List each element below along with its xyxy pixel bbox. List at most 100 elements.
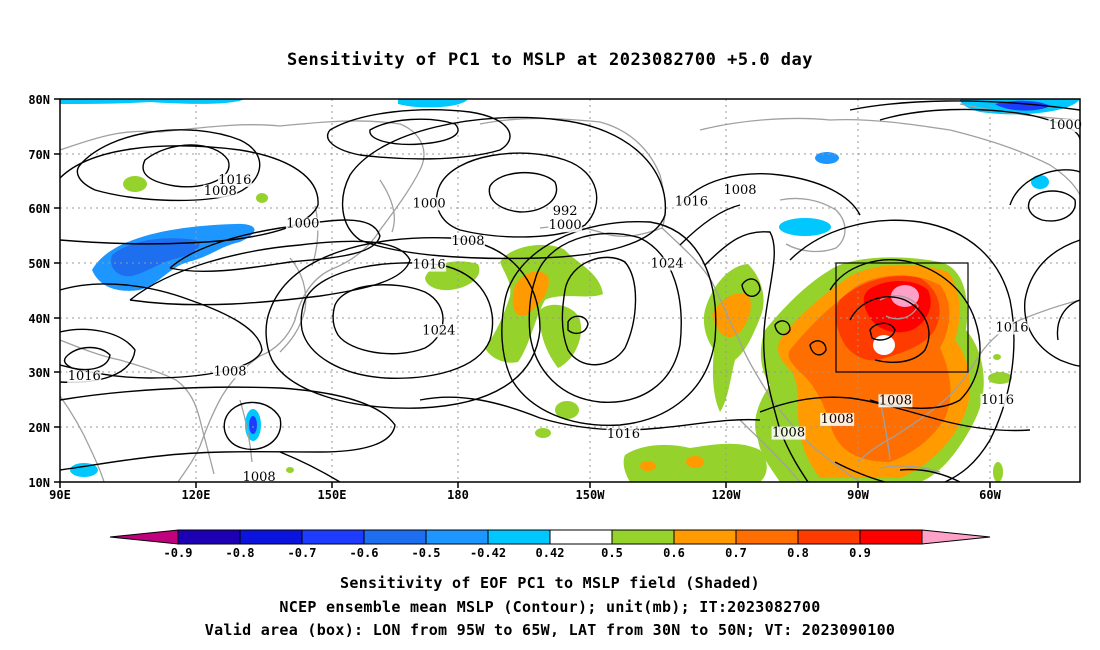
colorbar-box	[549, 529, 613, 545]
colorbar-box	[797, 529, 861, 545]
contour-label: 1000	[1049, 118, 1082, 133]
contour-label: 1016	[413, 258, 446, 273]
footer-contour-description: NCEP ensemble mean MSLP (Contour); unit(…	[279, 598, 821, 616]
contour-arctic-1008	[849, 100, 1080, 111]
shade-green-pacific-c	[485, 244, 603, 363]
contour-westcoast-1016	[679, 204, 741, 246]
contour-label: 1008	[772, 426, 805, 441]
contour-tropics-west	[279, 451, 341, 482]
contour-label: 1000	[286, 217, 319, 232]
contour-label-bg	[606, 428, 641, 442]
contour-namerica-1008	[759, 396, 1031, 432]
lat-label-40n: 40N	[28, 312, 50, 326]
colorbar-tick-label: 0.6	[663, 546, 685, 560]
contour-siberia-1016	[60, 145, 319, 245]
contour-label-bg	[412, 258, 447, 272]
contour-label: 1016	[981, 393, 1014, 408]
lat-label-60n: 60N	[28, 202, 50, 216]
colorbar-box	[611, 529, 675, 545]
coastline-mexico	[739, 419, 801, 482]
shade-blue-bottom-left	[70, 463, 98, 477]
contour-label: 1024	[422, 323, 455, 338]
contour-low-west-3	[809, 340, 827, 356]
colorbar-box	[859, 529, 923, 545]
colorbar-box	[301, 529, 365, 545]
shade-blue-top-left	[60, 99, 245, 104]
shade-green-small-3	[555, 401, 579, 419]
contour-label-bg	[67, 370, 102, 384]
colorbar-box	[735, 529, 799, 545]
shade-blue-hudson	[779, 218, 831, 236]
contour-high-w-1024	[332, 284, 444, 355]
contour-1016-asia	[60, 283, 263, 379]
contour-namerica-1016	[829, 259, 981, 409]
colorbar-tick-label: -0.7	[288, 546, 317, 560]
contour-label: 1008	[723, 183, 756, 198]
contour-label: 992	[553, 204, 578, 219]
shade-blue-siberia-core	[111, 238, 200, 277]
contour-greenland-low	[1027, 190, 1076, 222]
contour-1000-asia	[169, 219, 381, 273]
contour-small-low-pacific	[567, 315, 589, 335]
contour-label-bg	[242, 470, 277, 484]
contour-label: 1000	[413, 196, 446, 211]
contour-label: 1016	[218, 173, 251, 188]
colorbar-tick-label: 0.8	[787, 546, 809, 560]
colorbar-tick-label: -0.8	[226, 546, 255, 560]
lat-label-70n: 70N	[28, 148, 50, 162]
lon-label-150e: 150E	[318, 488, 347, 502]
shade-green-small-4	[535, 428, 551, 438]
coastline-china	[60, 339, 215, 475]
contour-label-bg	[548, 219, 583, 233]
shade-orange-pacific	[512, 271, 549, 316]
contour-low-aleutian-1000	[435, 152, 598, 238]
contour-high-w-1008	[265, 237, 541, 409]
lon-label-120w: 120W	[712, 488, 742, 502]
colorbar-tick-label: 0.7	[725, 546, 747, 560]
colorbar-tick-label: -0.9	[164, 546, 193, 560]
contour-label-bg	[451, 235, 485, 249]
contour-label-bg	[674, 195, 709, 209]
colorbar-tick-label: -0.6	[350, 546, 379, 560]
contour-label: 1024	[651, 257, 684, 272]
contour-low-west-1	[741, 278, 761, 297]
colorbar-labels: -0.9 -0.8 -0.7 -0.6 -0.5 -0.42 0.42 0.5 0.6 0.7 0.…	[164, 546, 871, 560]
contour-greenland-low-2	[1009, 169, 1080, 206]
shade-green-pacific-e	[539, 304, 582, 368]
colorbar-box	[487, 529, 551, 545]
coastline-india	[60, 395, 105, 482]
contour-low-aleutian-1008	[341, 116, 667, 260]
contour-namerica-low	[869, 322, 896, 341]
contour-westcoast-1008	[704, 231, 809, 482]
contour-high-e-1024	[561, 256, 637, 366]
contour-label-bg	[552, 204, 579, 218]
coastline-canada-arctic	[699, 117, 1080, 196]
lat-label-10n: 10N	[28, 476, 50, 490]
shade-green-small-2	[256, 193, 268, 203]
shade-green-small-1	[123, 176, 147, 192]
colorbar-tick-label: 0.9	[849, 546, 871, 560]
contour-label: 1008	[879, 393, 912, 408]
lon-labels: 90E 120E 150E 180 150W 120W 90W 60W	[49, 488, 1001, 502]
contour-label: 1008	[821, 412, 854, 427]
contour-canada-1008	[679, 173, 861, 216]
lat-label-80n: 80N	[28, 93, 50, 107]
contour-label: 1008	[451, 234, 484, 249]
lat-label-20n: 20N	[28, 421, 50, 435]
contour-label-bg	[878, 394, 913, 408]
shade-blue-greenland	[1031, 175, 1049, 189]
shade-orange-gulf	[640, 461, 656, 471]
contour-label-bg	[980, 393, 1015, 407]
contour-low-philippine	[223, 401, 282, 450]
contour-namerica-outer	[789, 219, 1015, 482]
contour-namerica-inner	[849, 296, 930, 363]
colorbar	[109, 529, 991, 545]
contour-low-aleutian-992	[488, 171, 558, 213]
contour-label: 1016	[675, 195, 708, 210]
shade-green-atlantic	[988, 372, 1012, 384]
contour-label-layer: 1016 1008 1000 1000 1008 1016 1024 1008 1016 1008…	[67, 118, 1083, 485]
coastline-philippines	[239, 399, 253, 463]
contour-low-india-1	[63, 346, 111, 371]
colorbar-box	[363, 529, 427, 545]
